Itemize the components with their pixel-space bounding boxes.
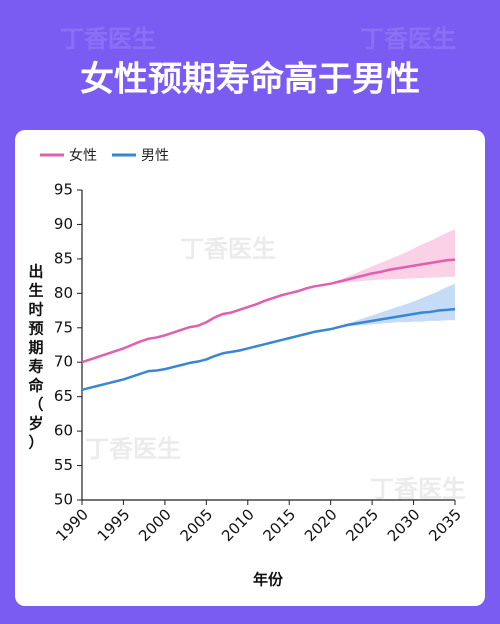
y-tick-label: 80 bbox=[54, 284, 73, 302]
y-tick-label: 60 bbox=[54, 422, 73, 440]
projection-band bbox=[330, 229, 455, 284]
watermark: 丁香医生 bbox=[360, 25, 456, 53]
page-title: 女性预期寿命高于男性 bbox=[80, 60, 420, 100]
y-axis-label-char: 生 bbox=[28, 282, 43, 300]
y-tick-label: 70 bbox=[54, 353, 73, 371]
watermark: 丁香医生 bbox=[60, 25, 156, 53]
y-axis-label-char: 寿 bbox=[28, 358, 43, 376]
y-axis-label-char: 期 bbox=[28, 339, 43, 357]
y-tick-label: 55 bbox=[54, 456, 73, 474]
y-tick-label: 95 bbox=[54, 181, 73, 199]
y-axis-label-char: （ bbox=[28, 396, 43, 414]
legend-label: 女性 bbox=[69, 147, 97, 164]
watermark: 丁香医生 bbox=[370, 475, 466, 503]
y-tick-label: 50 bbox=[54, 491, 73, 509]
legend-label: 男性 bbox=[141, 148, 169, 164]
y-axis-label-char: 命 bbox=[27, 377, 44, 395]
y-axis-label-char: 岁 bbox=[28, 415, 43, 433]
watermark: 丁香医生 bbox=[85, 435, 181, 463]
series-line bbox=[81, 307, 456, 391]
y-tick-label: 85 bbox=[54, 249, 73, 267]
y-axis-label-char: 出 bbox=[28, 263, 43, 281]
plot: 女性男性出生时预期寿命（岁）出生时预期寿命（岁）5055606570758085… bbox=[27, 147, 465, 545]
x-axis-label: 年份 bbox=[253, 571, 284, 589]
watermark: 丁香医生 bbox=[180, 235, 276, 263]
card bbox=[15, 130, 485, 606]
projection-band bbox=[330, 283, 455, 330]
y-axis-label-char: 预 bbox=[28, 320, 43, 338]
y-tick-label: 75 bbox=[54, 318, 73, 336]
series-line bbox=[81, 258, 456, 364]
y-tick-label: 90 bbox=[54, 215, 73, 233]
y-tick-label: 65 bbox=[54, 387, 73, 405]
y-axis-label-char: ） bbox=[28, 434, 43, 452]
y-axis-label-char: 时 bbox=[28, 301, 43, 319]
